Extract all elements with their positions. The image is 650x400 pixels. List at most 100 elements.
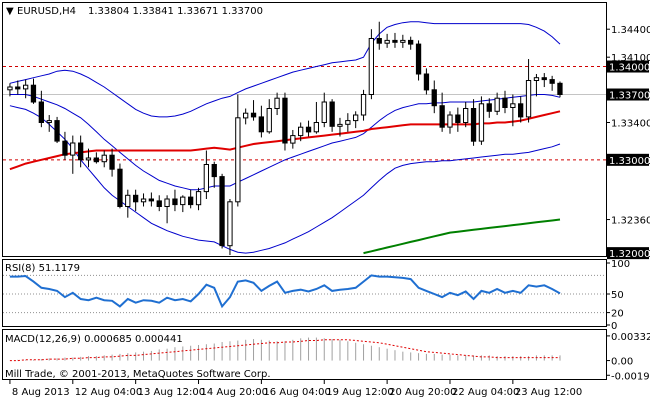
candle (93, 152, 99, 164)
macd-panel (2, 329, 607, 380)
candle (313, 101, 320, 134)
candle-body (337, 123, 343, 127)
price-panel (2, 2, 607, 257)
candle-body (85, 157, 92, 161)
candle (337, 117, 343, 137)
candle (140, 193, 147, 207)
candle (62, 131, 68, 160)
candle (219, 173, 225, 249)
price-highlight-label: 1.32000 (609, 249, 650, 260)
price-tick-label: 1.34400 (611, 25, 650, 36)
candle-body (195, 191, 202, 206)
candle (125, 189, 131, 218)
green-trend-line (363, 218, 561, 255)
candle (298, 122, 304, 142)
candle (408, 36, 414, 50)
price-highlight-label: 1.34000 (609, 63, 650, 74)
candle (345, 113, 351, 132)
macd-tick-label: 0.00 (611, 357, 633, 368)
candle (133, 189, 139, 212)
candle-body (243, 112, 249, 119)
candle-body (329, 101, 335, 127)
candle-body (164, 198, 170, 207)
candle-body (70, 142, 76, 156)
candle (7, 83, 13, 97)
macd-series (9, 337, 561, 362)
candle-body (470, 108, 477, 142)
chart-header-icon: ▼ (6, 6, 14, 17)
candle (290, 129, 296, 149)
candle-body (518, 103, 524, 118)
candle-body (203, 164, 209, 193)
candle (368, 29, 375, 100)
macd-signal-line (9, 339, 560, 362)
candle-body (180, 196, 186, 206)
macd-tick-label: 0.003325 (611, 332, 650, 343)
rsi-series (3, 274, 606, 314)
candle (70, 135, 76, 174)
candle (274, 92, 280, 116)
candle-body (172, 198, 178, 206)
candle-body (133, 194, 139, 203)
candle (384, 33, 390, 48)
candle (211, 161, 217, 188)
candle-body (353, 114, 359, 122)
candle-body (46, 120, 52, 123)
candle (54, 116, 60, 144)
price-highlight-box (607, 88, 649, 101)
candle (321, 92, 327, 128)
rsi-tick-label: 100 (611, 259, 630, 270)
price-tick-label: 1.33400 (611, 119, 650, 130)
candle (486, 98, 492, 118)
macd-label: MACD(12,26,9) 0.000685 0.000441 (5, 334, 183, 345)
candle-body (345, 120, 351, 125)
candle-body (93, 157, 99, 163)
rsi-tick-label: 20 (611, 309, 624, 320)
candle-body (502, 97, 508, 108)
candle (533, 73, 540, 97)
candle-body (62, 140, 68, 156)
candle (117, 163, 123, 209)
candle (258, 105, 265, 138)
candle (478, 96, 485, 145)
candle (15, 80, 21, 95)
candle (447, 111, 453, 134)
candle (494, 92, 500, 116)
candle-body (23, 84, 29, 90)
candle (557, 81, 563, 98)
candle-body (463, 108, 469, 123)
axes: 1.34400 1.34100 1.33700 1.33400 1.33000 1.323… (9, 25, 650, 398)
candle-body (549, 79, 555, 84)
candle-body (384, 39, 390, 44)
time-tick-label: 23 Aug 12:00 (515, 387, 582, 398)
macd-tick-label: -0.001982 (611, 371, 650, 382)
candle (164, 195, 170, 224)
chart-symbol: EURUSD,H4 (17, 6, 76, 17)
candle (148, 192, 154, 207)
price-tick-label: 1.34100 (611, 53, 650, 64)
candle (243, 108, 249, 125)
rsi-tick-label: 0 (611, 321, 617, 332)
candle-body (533, 77, 540, 81)
candle-body (148, 198, 154, 202)
candle-body (557, 82, 563, 96)
candle (525, 59, 532, 123)
candle (463, 101, 469, 128)
candle (227, 199, 233, 255)
rsi-tick-label: 50 (611, 290, 624, 301)
candle (250, 100, 257, 121)
candle-body (109, 154, 115, 170)
price-highlight-box (607, 153, 649, 166)
candle (549, 75, 555, 91)
candle (392, 32, 398, 48)
candle (78, 135, 84, 168)
time-tick-label: 16 Aug 04:00 (263, 387, 330, 398)
candle (400, 34, 406, 48)
candle (305, 120, 312, 137)
candle-body (408, 39, 414, 45)
bollinger-middle-line (9, 94, 561, 191)
time-tick-label: 13 Aug 12:00 (138, 387, 205, 398)
time-tick-label: 14 Aug 20:00 (201, 387, 268, 398)
candle-body (298, 126, 304, 137)
